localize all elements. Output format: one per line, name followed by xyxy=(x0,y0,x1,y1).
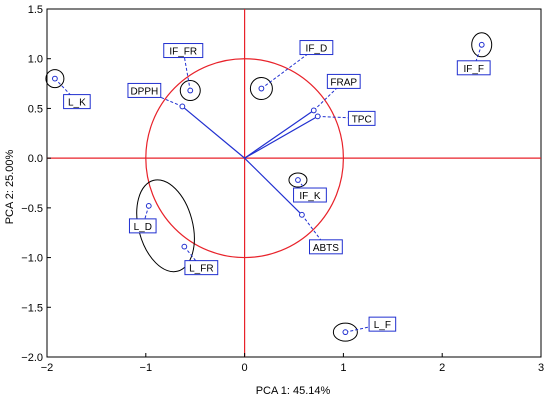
variable-label-box xyxy=(309,239,343,255)
variable-leader-line xyxy=(144,89,183,107)
sample-point xyxy=(145,202,152,209)
y-tick-label: −1.0 xyxy=(21,253,43,265)
variable-label: ABTS xyxy=(313,243,339,254)
tick-layer: −2 −1 0 1 2 3 1.5 1.0 0.5 0.0 −0.5 −1.0 −1.5 −2.0 xyxy=(21,4,544,374)
sample-point xyxy=(258,85,265,92)
sample-label: L_K xyxy=(68,98,86,109)
x-tick-label: 1 xyxy=(340,362,346,374)
sample-label: IF_FR xyxy=(169,47,197,58)
cluster-ellipse xyxy=(249,77,273,101)
sample-label-box xyxy=(184,260,219,276)
y-tick-label: −1.5 xyxy=(21,302,43,314)
cluster-ellipse xyxy=(45,69,65,89)
cluster-ellipse xyxy=(179,80,201,102)
loading-vector xyxy=(244,157,303,216)
x-tick-label: −2 xyxy=(41,362,54,374)
variable-label-box xyxy=(127,82,162,98)
variable-point xyxy=(179,103,186,110)
sample-label: IF_K xyxy=(299,191,320,202)
leader-layer xyxy=(54,44,483,333)
variable-point xyxy=(310,107,317,114)
x-axis-title: PCA 1: 45.14% xyxy=(256,385,331,397)
sample-label: L_D xyxy=(134,222,152,233)
sample-point xyxy=(342,329,349,336)
sample-point xyxy=(181,243,188,250)
sample-label-box xyxy=(299,40,334,56)
loading-vector xyxy=(181,105,245,159)
correlation-circle xyxy=(145,58,345,259)
variable-point xyxy=(314,113,321,120)
sample-point xyxy=(187,87,194,94)
x-tick-label: 3 xyxy=(538,362,544,374)
variable-label-box xyxy=(326,73,361,89)
sample-label-box xyxy=(128,218,157,234)
loading-vector xyxy=(244,115,319,159)
sample-label: IF_D xyxy=(306,44,328,55)
variable-label: TPC xyxy=(352,114,372,125)
loading-vector xyxy=(244,109,315,159)
y-axis-title: PCA 2: 25.00% xyxy=(4,149,16,224)
x-tick-label: 0 xyxy=(242,362,248,374)
point-layer xyxy=(52,41,485,336)
sample-label-box xyxy=(163,43,204,59)
sample-label-box xyxy=(456,60,491,76)
plot-frame xyxy=(46,8,542,358)
sample-label-box xyxy=(368,316,397,332)
y-tick-label: −2.0 xyxy=(21,352,43,364)
x-tick-label: 2 xyxy=(439,362,445,374)
y-tick-label: 1.5 xyxy=(28,4,43,16)
cluster-ellipse xyxy=(332,322,358,342)
sample-point xyxy=(52,75,58,82)
cluster-ellipse xyxy=(471,32,493,58)
variable-leader-line xyxy=(301,214,327,248)
sample-label-box xyxy=(293,187,327,203)
variable-point xyxy=(299,211,305,218)
sample-point xyxy=(478,41,485,48)
sample-leader-line xyxy=(182,50,191,91)
vector-layer xyxy=(181,105,319,216)
variable-label-box xyxy=(347,110,376,126)
y-tick-label: −0.5 xyxy=(21,203,43,215)
plot-frame-layer xyxy=(46,8,542,358)
sample-label: IF_F xyxy=(463,64,484,75)
y-tick-label: 0.5 xyxy=(28,103,43,115)
x-tick-label: −1 xyxy=(140,362,153,374)
label-layer: DPPH FRAP TPC ABTS L_K IF_FR IF_D IF_F IF_K L_D L_… xyxy=(63,40,491,332)
sample-label: L_F xyxy=(374,320,391,331)
variable-label: DPPH xyxy=(130,86,158,97)
variable-leader-line xyxy=(313,81,345,111)
y-tick-label: 0.0 xyxy=(28,153,43,165)
variable-label: FRAP xyxy=(330,77,357,88)
y-tick-label: 1.0 xyxy=(28,54,43,66)
sample-label: L_FR xyxy=(189,264,213,275)
sample-point xyxy=(295,177,301,183)
ellipse-layer xyxy=(45,32,493,342)
reference-layer xyxy=(47,9,541,357)
cluster-ellipse xyxy=(288,172,308,188)
sample-label-box xyxy=(63,94,91,110)
